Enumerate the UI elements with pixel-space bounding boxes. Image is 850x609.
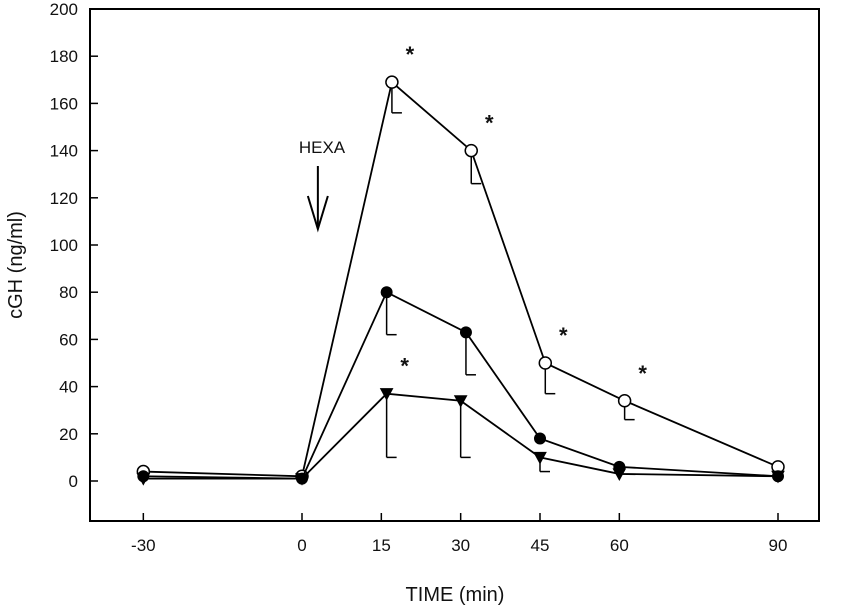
y-tick-label: 60 bbox=[59, 330, 78, 349]
hexa-label: HEXA bbox=[299, 138, 346, 157]
x-tick-label: -30 bbox=[131, 536, 156, 555]
data-point-filled-circle bbox=[459, 326, 472, 339]
x-axis-title: TIME (min) bbox=[406, 584, 505, 606]
y-axis-title: cGH (ng/ml) bbox=[5, 211, 27, 319]
significance-star: * bbox=[638, 361, 647, 386]
data-point-triangle bbox=[453, 395, 468, 408]
data-point-filled-circle bbox=[380, 286, 393, 299]
y-tick-label: 140 bbox=[50, 142, 78, 161]
significance-star: * bbox=[400, 354, 409, 379]
x-axis: -30 0 15 30 45 60 90 bbox=[131, 513, 787, 555]
data-point-open-circle bbox=[538, 356, 553, 370]
y-tick-label: 200 bbox=[50, 0, 78, 19]
data-point-triangle bbox=[533, 451, 547, 465]
annotations: HEXA bbox=[299, 138, 346, 233]
data-point-triangle bbox=[771, 470, 785, 484]
x-tick-label: 15 bbox=[372, 536, 391, 555]
x-tick-label: 0 bbox=[297, 536, 306, 555]
y-tick-label: 100 bbox=[50, 236, 78, 255]
data-point-triangle bbox=[612, 468, 627, 481]
significance-star: * bbox=[485, 111, 494, 136]
y-tick-label: 120 bbox=[50, 189, 78, 208]
data-point-filled-circle bbox=[534, 432, 546, 445]
significance-star: * bbox=[559, 323, 568, 348]
y-tick-label: 40 bbox=[59, 378, 78, 397]
data-point-triangle bbox=[295, 473, 309, 486]
data-point-open-circle bbox=[464, 143, 478, 158]
x-tick-label: 30 bbox=[451, 536, 470, 555]
plot-frame bbox=[89, 8, 820, 522]
data-point-triangle bbox=[379, 388, 394, 401]
significance-star: * bbox=[406, 42, 415, 67]
y-tick-label: 80 bbox=[59, 283, 78, 302]
series-triangle-down-filled: * bbox=[136, 354, 785, 486]
x-tick-label: 60 bbox=[610, 536, 629, 555]
y-tick-label: 0 bbox=[69, 472, 78, 491]
y-tick-label: 180 bbox=[50, 47, 78, 66]
y-axis: 0 20 40 60 80 100 120 140 160 180 200 bbox=[50, 0, 98, 491]
data-point-triangle bbox=[136, 473, 151, 486]
series-layer: * * * * * bbox=[136, 42, 785, 486]
x-tick-label: 45 bbox=[531, 536, 550, 555]
hexa-arrow-head bbox=[306, 195, 329, 233]
data-point-open-circle bbox=[617, 394, 632, 408]
x-tick-label: 90 bbox=[769, 536, 788, 555]
y-tick-label: 160 bbox=[50, 94, 78, 113]
data-point-open-circle bbox=[385, 75, 399, 89]
y-tick-label: 20 bbox=[59, 425, 78, 444]
